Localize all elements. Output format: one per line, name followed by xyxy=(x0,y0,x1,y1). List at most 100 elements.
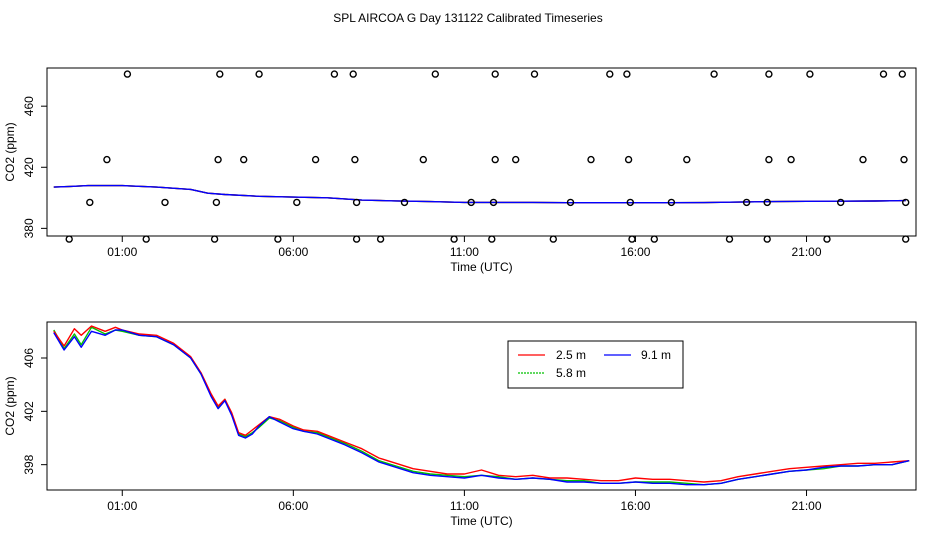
chart-title: SPL AIRCOA G Day 131122 Calibrated Times… xyxy=(333,11,602,25)
x-axis: 01:00 06:00 11:00 16:00 21:00 xyxy=(107,236,822,259)
legend-label-9-1m: 9.1 m xyxy=(641,348,671,362)
calibration-point xyxy=(330,70,339,78)
calibration-point xyxy=(742,198,751,207)
calibration-point xyxy=(255,70,263,78)
calibration-point xyxy=(898,70,906,78)
series-line-9-1-m xyxy=(53,329,910,486)
y-axis: 398 402 406 xyxy=(22,348,47,475)
calibration-point xyxy=(823,235,831,243)
y-tick-label: 380 xyxy=(22,218,36,238)
calibration-point xyxy=(351,155,359,164)
calibration-point xyxy=(352,235,361,243)
legend: 2.5 m 5.8 m 9.1 m xyxy=(507,340,684,389)
calibration-point xyxy=(512,155,520,164)
y-axis-label: CO2 (ppm) xyxy=(3,122,17,181)
calibration-point xyxy=(725,235,734,243)
calibration-point xyxy=(212,198,221,207)
calibration-point xyxy=(488,235,496,243)
calibration-point xyxy=(467,198,475,207)
calibration-point xyxy=(210,235,219,243)
calibration-point xyxy=(806,70,814,78)
calibration-point xyxy=(765,155,773,164)
x-tick-label: 16:00 xyxy=(620,245,650,259)
calibration-point xyxy=(650,235,658,243)
calibration-point xyxy=(787,155,795,164)
x-tick-label: 06:00 xyxy=(278,499,308,513)
calibration-point xyxy=(216,70,224,78)
calibration-point xyxy=(566,198,575,207)
calibration-point xyxy=(376,235,385,243)
y-axis-label: CO2 (ppm) xyxy=(3,376,17,435)
calibration-point xyxy=(123,70,132,78)
x-axis-label: Time (UTC) xyxy=(450,260,512,274)
calibration-point xyxy=(624,155,633,164)
calibration-point xyxy=(65,235,73,243)
calibration-point xyxy=(293,198,301,207)
x-tick-label: 21:00 xyxy=(792,499,822,513)
calibration-point xyxy=(626,198,634,207)
y-tick-label: 398 xyxy=(22,454,36,474)
calibration-point xyxy=(606,70,614,78)
calibration-point xyxy=(683,155,691,164)
calibration-point xyxy=(214,155,222,164)
plot-frame xyxy=(46,321,917,491)
marker-points xyxy=(65,70,910,243)
x-axis: 01:00 06:00 11:00 16:00 21:00 xyxy=(107,490,822,513)
calibration-point xyxy=(628,235,636,243)
calibration-point xyxy=(161,198,169,207)
legend-label-2-5m: 2.5 m xyxy=(556,348,586,362)
top-panel: 380 420 460 01:00 06:00 11:00 16:00 21:00 CO2 … xyxy=(3,67,917,274)
x-tick-label: 21:00 xyxy=(792,245,822,259)
calibration-point xyxy=(352,198,361,207)
bottom-panel: 398 402 406 01:00 06:00 11:00 16:00 21:00 CO2 … xyxy=(3,321,917,528)
calibration-point xyxy=(86,198,94,207)
x-tick-label: 16:00 xyxy=(620,499,650,513)
y-tick-label: 420 xyxy=(22,157,36,177)
y-tick-label: 406 xyxy=(22,348,36,368)
calibration-point xyxy=(667,198,676,207)
series-line-9-1-m xyxy=(53,184,906,204)
legend-label-5-8m: 5.8 m xyxy=(556,366,586,380)
calibration-point xyxy=(450,235,458,243)
calibration-point xyxy=(763,198,771,207)
series-lines xyxy=(53,325,910,486)
calibration-point xyxy=(587,155,595,164)
calibration-point xyxy=(419,155,427,164)
x-tick-label: 01:00 xyxy=(107,499,137,513)
calibration-point xyxy=(879,70,888,78)
calibration-point xyxy=(710,70,718,78)
x-tick-label: 11:00 xyxy=(450,245,479,259)
calibration-point xyxy=(549,235,557,243)
legend-box xyxy=(507,340,684,389)
calibration-point xyxy=(491,70,499,78)
calibration-point xyxy=(103,155,111,164)
calibration-point xyxy=(349,70,357,78)
calibration-point xyxy=(274,235,282,243)
calibration-point xyxy=(400,198,409,207)
y-axis: 380 420 460 xyxy=(22,96,47,238)
calibration-point xyxy=(763,235,771,243)
calibration-point xyxy=(837,198,845,207)
calibration-point xyxy=(239,155,248,164)
calibration-point xyxy=(491,155,499,164)
calibration-point xyxy=(142,235,150,243)
calibration-point xyxy=(765,70,773,78)
calibration-point xyxy=(530,70,539,78)
x-tick-label: 11:00 xyxy=(450,499,479,513)
series-lines xyxy=(53,184,906,204)
calibration-point xyxy=(859,155,867,164)
calibration-point xyxy=(900,155,908,164)
calibration-point xyxy=(431,70,439,78)
calibration-point xyxy=(311,155,320,164)
y-tick-label: 460 xyxy=(22,96,36,116)
plot-frame xyxy=(46,67,917,237)
x-axis-label: Time (UTC) xyxy=(450,514,512,528)
x-tick-label: 01:00 xyxy=(107,245,137,259)
calibration-point xyxy=(902,235,910,243)
y-tick-label: 402 xyxy=(22,401,36,421)
calibration-point xyxy=(623,70,631,78)
calibration-point xyxy=(902,198,910,207)
series-line-2-5-m xyxy=(53,325,910,483)
calibration-point xyxy=(489,198,498,207)
